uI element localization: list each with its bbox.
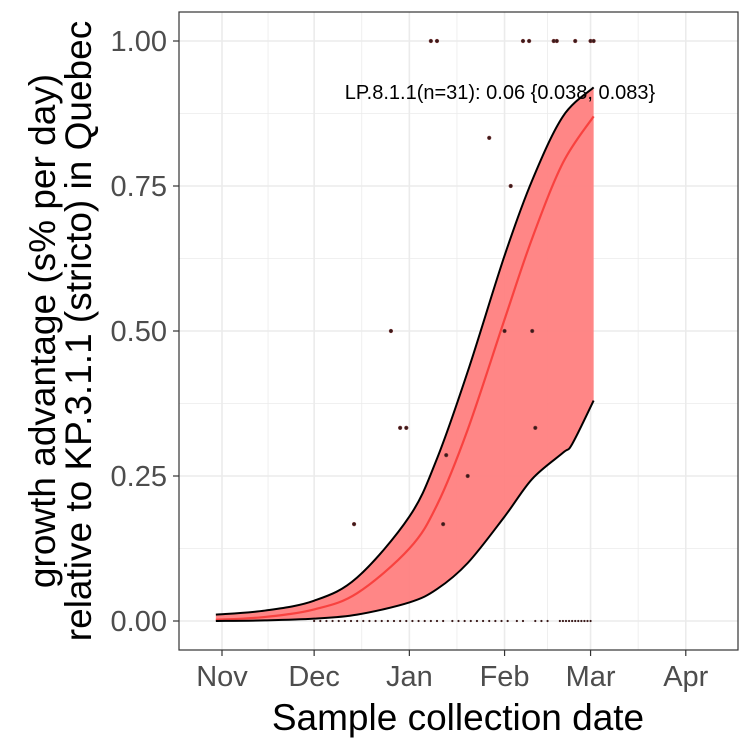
y-tick-label: 0.75: [111, 171, 167, 203]
zero-point: [521, 619, 525, 623]
zero-point: [417, 619, 420, 623]
observed-point: [508, 183, 513, 189]
zero-point: [574, 619, 577, 623]
y-tick-label: 1.00: [111, 26, 167, 58]
x-axis-title: Sample collection date: [272, 697, 644, 738]
y-axis-title-line-2: relative to KP.3.1.1 (stricto) in Quebec: [58, 21, 99, 641]
observed-point: [527, 38, 532, 44]
observed-point: [591, 38, 596, 44]
observed-point: [520, 38, 526, 44]
confidence-ribbon: [215, 87, 594, 621]
fit-annotation: LP.8.1.1(n=31): 0.06 {0.038, 0.083}: [345, 82, 656, 104]
y-axis-title-line-1: growth advantage (s% per day): [22, 74, 63, 588]
zero-point: [561, 619, 565, 623]
observed-point: [530, 328, 535, 334]
zero-point: [399, 619, 402, 623]
zero-point: [368, 619, 371, 623]
zero-point: [349, 619, 353, 623]
zero-point: [442, 619, 445, 623]
zero-point: [586, 619, 589, 623]
observed-point: [404, 425, 409, 430]
zero-point: [469, 619, 472, 623]
observed-point: [434, 38, 440, 44]
observed-point: [554, 38, 559, 44]
zero-point: [380, 619, 383, 623]
zero-point: [423, 619, 426, 623]
zero-point: [331, 619, 334, 623]
zero-point: [567, 619, 571, 623]
lower-bound-line: [215, 400, 595, 622]
zero-point: [405, 619, 408, 623]
zero-point: [506, 619, 509, 623]
observed-point: [428, 38, 433, 44]
zero-point: [429, 619, 432, 623]
zero-point: [546, 619, 549, 623]
zero-point: [481, 619, 485, 623]
observed-point: [388, 328, 394, 334]
zero-point: [589, 619, 592, 623]
observed-point: [444, 453, 449, 458]
observed-point: [487, 135, 492, 140]
upper-bound-line: [215, 86, 595, 616]
y-axis-title: growth advantage (s% per day) relative t…: [22, 21, 99, 641]
zero-point: [577, 619, 580, 623]
zero-point: [457, 619, 460, 623]
fit-line: [215, 115, 595, 621]
observed-point: [398, 425, 403, 430]
observed-point: [502, 328, 507, 334]
x-tick-label: Nov: [196, 661, 248, 693]
zero-point: [374, 619, 377, 623]
observed-point: [533, 425, 538, 430]
x-tick-label: Dec: [288, 661, 340, 693]
zero-point: [515, 619, 518, 623]
observed-point: [573, 38, 578, 44]
observed-point: [351, 522, 357, 527]
observed-points: [313, 38, 596, 623]
zero-point: [451, 619, 454, 623]
zero-point: [488, 619, 491, 623]
zero-point: [319, 619, 322, 623]
y-axis-ticks: 0.00 0.25 0.50 0.75 1.00: [111, 26, 179, 638]
zero-point: [583, 619, 586, 623]
observed-point: [465, 473, 470, 479]
zero-point: [540, 619, 543, 623]
x-tick-label: Apr: [663, 661, 708, 693]
zero-point: [325, 619, 328, 623]
zero-point: [362, 619, 365, 623]
zero-point: [343, 619, 346, 623]
zero-point: [558, 619, 561, 623]
zero-point: [313, 619, 316, 623]
zero-point: [571, 619, 574, 623]
fit-lines: [215, 86, 595, 622]
ribbon-area: [215, 87, 594, 621]
zero-point: [463, 619, 466, 623]
zero-point: [356, 619, 359, 623]
zero-point: [500, 619, 503, 623]
zero-point: [386, 619, 389, 623]
x-tick-label: Mar: [566, 661, 616, 693]
zero-point: [337, 619, 340, 623]
y-tick-label: 0.00: [111, 606, 167, 638]
zero-point: [580, 619, 583, 623]
zero-point: [564, 619, 568, 623]
zero-point: [534, 619, 537, 623]
zero-point: [392, 619, 396, 623]
zero-point: [494, 619, 497, 623]
x-axis-ticks: Nov Dec Jan Feb Mar Apr: [196, 650, 709, 693]
x-tick-label: Feb: [480, 661, 530, 693]
observed-point: [441, 522, 446, 527]
grid: [179, 12, 738, 650]
x-tick-label: Jan: [386, 661, 433, 693]
zero-point: [411, 619, 414, 623]
zero-point: [475, 619, 479, 623]
zero-point: [435, 619, 439, 623]
y-tick-label: 0.25: [111, 461, 167, 493]
y-tick-label: 0.50: [111, 316, 167, 348]
